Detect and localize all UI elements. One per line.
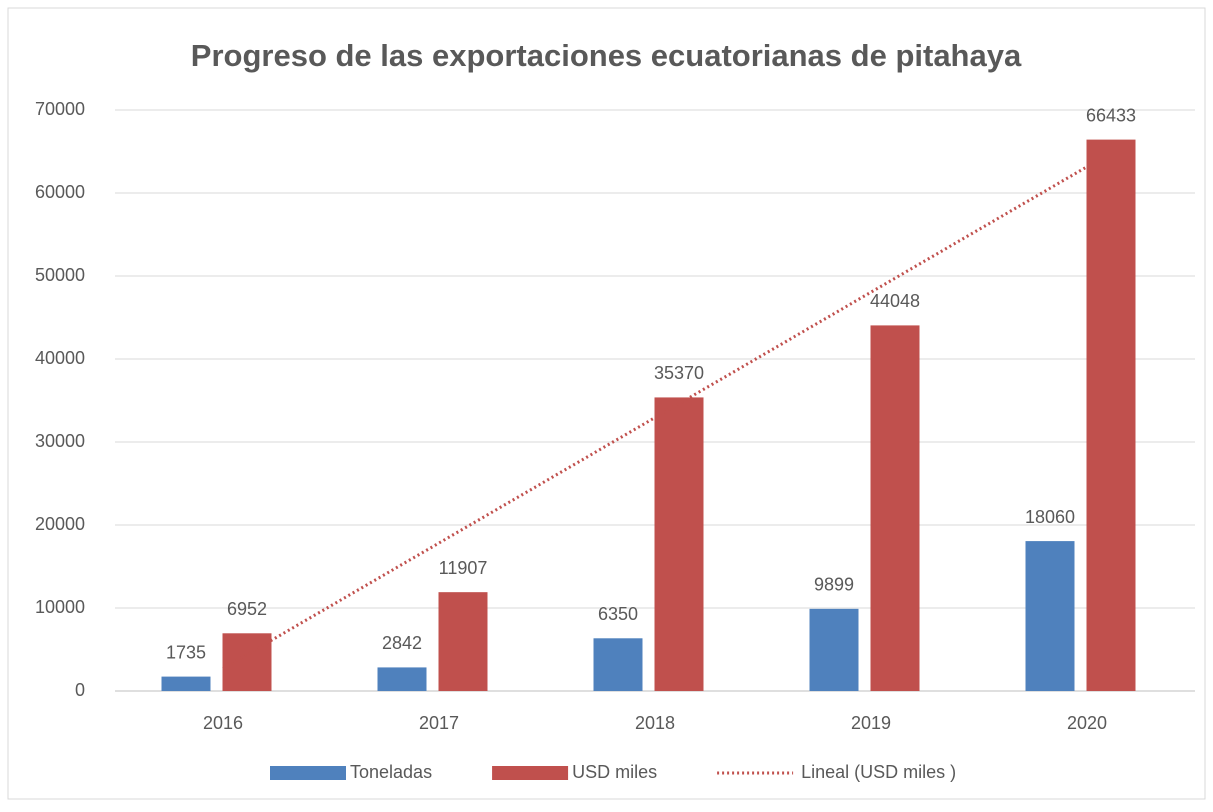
bar [654, 397, 704, 691]
legend-label: Lineal (USD miles ) [801, 762, 956, 782]
data-label: 18060 [1025, 507, 1075, 527]
data-label: 44048 [870, 291, 920, 311]
bar [161, 676, 211, 691]
y-tick-label: 50000 [35, 265, 85, 285]
x-tick-label: 2016 [203, 713, 243, 733]
legend-swatch [492, 766, 569, 780]
y-tick-label: 30000 [35, 431, 85, 451]
bar [809, 608, 859, 691]
bar [438, 592, 488, 691]
bar [593, 638, 643, 691]
bar [1025, 541, 1075, 691]
data-label: 9899 [814, 575, 854, 595]
x-tick-label: 2019 [851, 713, 891, 733]
data-label: 6952 [227, 599, 267, 619]
bar [870, 325, 920, 691]
data-label: 6350 [598, 604, 638, 624]
y-tick-label: 60000 [35, 182, 85, 202]
bar [222, 633, 272, 691]
data-label: 1735 [166, 642, 206, 662]
y-tick-label: 20000 [35, 514, 85, 534]
data-label: 11907 [439, 558, 488, 578]
x-tick-label: 2018 [635, 713, 675, 733]
data-label: 66433 [1086, 105, 1136, 125]
bar [1086, 139, 1136, 692]
legend-label: USD miles [572, 762, 657, 782]
y-tick-label: 70000 [35, 99, 85, 119]
y-tick-label: 40000 [35, 348, 85, 368]
x-tick-label: 2020 [1067, 713, 1107, 733]
legend-swatch [270, 766, 346, 780]
trendline [222, 165, 1088, 670]
data-label: 2842 [382, 633, 422, 653]
data-label: 35370 [654, 363, 704, 383]
x-tick-label: 2017 [419, 713, 459, 733]
bar [377, 667, 427, 691]
y-tick-label: 10000 [35, 597, 85, 617]
legend-label: Toneladas [350, 762, 432, 782]
chart-title: Progreso de las exportaciones ecuatorian… [191, 38, 1022, 73]
y-tick-label: 0 [75, 680, 85, 700]
